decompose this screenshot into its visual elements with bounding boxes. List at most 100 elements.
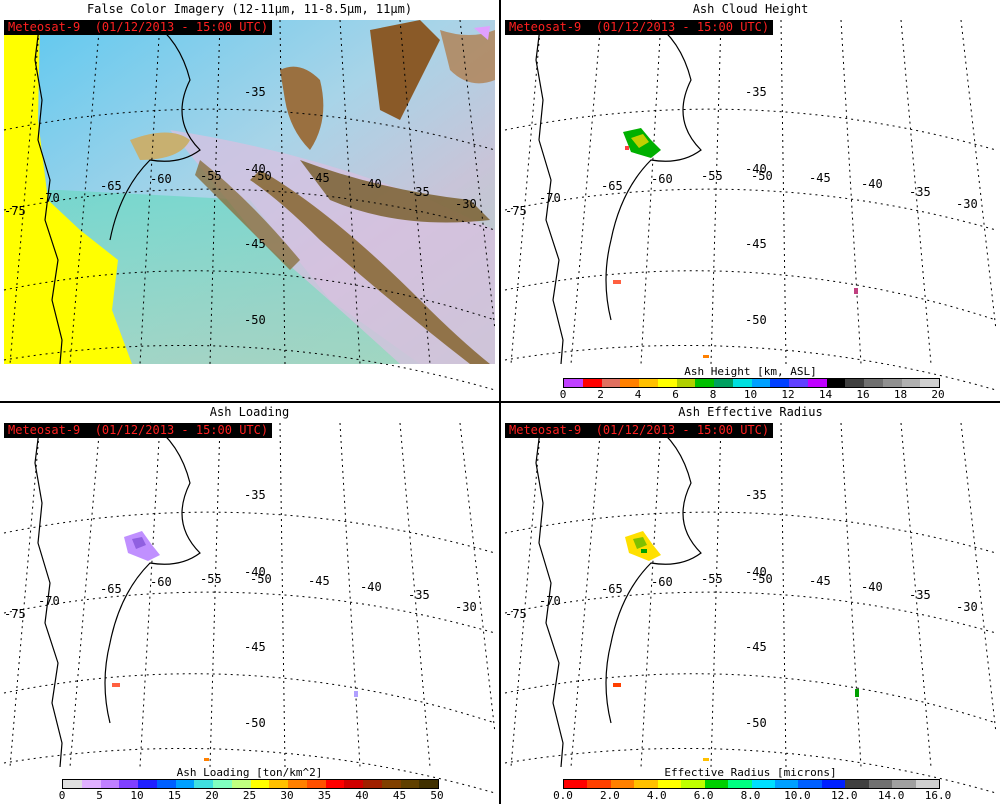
lon-label: -45 (308, 574, 330, 588)
colorbar-swatch (363, 780, 382, 788)
lon-label: -40 (360, 580, 382, 594)
colorbar-swatch (657, 780, 682, 788)
lon-label: -75 (505, 204, 527, 218)
lon-label: -60 (651, 172, 673, 186)
colorbar-swatch (826, 379, 846, 387)
lon-label: -60 (651, 575, 673, 589)
colorbar-tick-label: 0.0 (553, 789, 573, 802)
false-color-panel: False Color Imagery (12-11μm, 11-8.5μm, … (0, 0, 499, 401)
false-color-map: -35 -40 -45 -50 -75 -70 -65 -60 -55 -50 … (3, 19, 496, 391)
colorbar-swatch (920, 379, 939, 387)
lat-label: -35 (745, 488, 767, 502)
colorbar-swatch (400, 780, 420, 788)
lat-label: -45 (244, 237, 266, 251)
lon-label: -45 (308, 171, 330, 185)
horizontal-divider (0, 401, 1000, 403)
colorbar-tick-label: 0 (58, 789, 66, 802)
lon-label: -50 (250, 572, 272, 586)
colorbar-tick-label: 20 (205, 789, 219, 802)
colorbar-swatch (634, 780, 658, 788)
lon-label: -30 (455, 600, 477, 614)
colorbar-swatch (901, 379, 921, 387)
colorbar-swatch (845, 780, 869, 788)
lon-label: -45 (809, 171, 831, 185)
colorbar (563, 378, 940, 388)
lat-label: -45 (244, 640, 266, 654)
ash-radius-panel: Ash Effective Radius -35 -40 -45 - (501, 403, 1000, 804)
lon-label: -35 (909, 185, 931, 199)
colorbar-tick-label: 14.0 (877, 789, 905, 802)
colorbar-swatch (704, 780, 729, 788)
satellite-timestamp: Meteosat-9 (01/12/2013 - 15:00 UTC) (4, 423, 273, 438)
lat-label: -45 (745, 237, 767, 251)
colorbar-swatch (582, 379, 602, 387)
colorbar-tick-label: 12 (781, 388, 795, 401)
colorbar-swatch (807, 379, 827, 387)
colorbar-swatch (175, 780, 195, 788)
colorbar-swatch (798, 780, 822, 788)
lon-label: -75 (505, 607, 527, 621)
colorbar-swatch (915, 780, 939, 788)
colorbar-title: Ash Loading [ton/km^2] (176, 766, 323, 779)
colorbar-swatch (325, 780, 345, 788)
colorbar-swatch (63, 780, 82, 788)
panel-title: False Color Imagery (12-11μm, 11-8.5μm, … (86, 2, 413, 16)
colorbar-swatch (639, 379, 658, 387)
lon-label: -60 (150, 575, 172, 589)
colorbar-tick-label: 45 (392, 789, 407, 802)
colorbar-tick-label: 4.0 (646, 789, 667, 802)
colorbar-swatch (774, 780, 799, 788)
lon-label: -65 (100, 179, 122, 193)
colorbar-tick-label: 20 (931, 388, 945, 401)
colorbar (563, 779, 940, 789)
lon-label: -45 (809, 574, 831, 588)
lon-label: -30 (956, 600, 978, 614)
colorbar-swatch (868, 780, 893, 788)
colorbar-swatch (676, 379, 696, 387)
lon-label: -50 (250, 169, 272, 183)
colorbar-swatch (288, 780, 307, 788)
colorbar-swatch (714, 379, 733, 387)
colorbar-tick-label: 6 (672, 388, 679, 401)
lon-label: -35 (408, 185, 430, 199)
colorbar-swatch (231, 780, 251, 788)
colorbar-tick-label: 8.0 (740, 789, 761, 802)
colorbar-swatch (751, 780, 775, 788)
colorbar-swatch (81, 780, 101, 788)
ash-loading-map: -35 -40 -45 -50 -75 -70 -65 -60 -55 -50 … (3, 422, 496, 794)
colorbar-swatch (119, 780, 138, 788)
ash-height-map: -35 -40 -45 -50 -75 -70 -65 -60 -55 -50 … (504, 19, 997, 391)
colorbar-title: Ash Height [km, ASL] (684, 365, 817, 378)
colorbar-swatch (845, 379, 864, 387)
colorbar-swatch (882, 379, 902, 387)
lat-label: -50 (745, 716, 767, 730)
lon-label: -70 (38, 594, 60, 608)
lat-label: -35 (745, 85, 767, 99)
lon-label: -65 (100, 582, 122, 596)
lon-label: -55 (701, 169, 723, 183)
colorbar-tick-label: 2.0 (599, 789, 620, 802)
ash-height-panel: Ash Cloud Height -35 -40 -45 (501, 0, 1000, 401)
lat-label: -35 (244, 488, 266, 502)
colorbar-tick-label: 12.0 (831, 789, 858, 802)
colorbar-ticks: 0 2 4 6 8 10 12 14 16 18 20 (560, 388, 945, 401)
lon-label: -70 (539, 191, 561, 205)
lon-label: -50 (751, 169, 773, 183)
colorbar-swatch (419, 780, 438, 788)
lon-label: -75 (4, 204, 26, 218)
ash-radius-map: -35 -40 -45 -50 -75 -70 -65 -60 -55 -50 … (504, 422, 997, 794)
panel-title: Ash Effective Radius (678, 405, 823, 419)
lon-label: -40 (360, 177, 382, 191)
colorbar-tick-label: 40 (355, 789, 369, 802)
lat-label: -50 (244, 313, 266, 327)
colorbar-swatch (681, 780, 705, 788)
lon-label: -55 (200, 169, 222, 183)
colorbar-swatch (732, 379, 752, 387)
colorbar-swatch (601, 379, 621, 387)
lon-label: -75 (4, 607, 26, 621)
colorbar-tick-label: 10.0 (784, 789, 811, 802)
lon-label: -65 (601, 179, 623, 193)
colorbar (62, 779, 439, 789)
colorbar-tick-label: 25 (242, 789, 257, 802)
colorbar-tick-label: 5 (96, 789, 103, 802)
